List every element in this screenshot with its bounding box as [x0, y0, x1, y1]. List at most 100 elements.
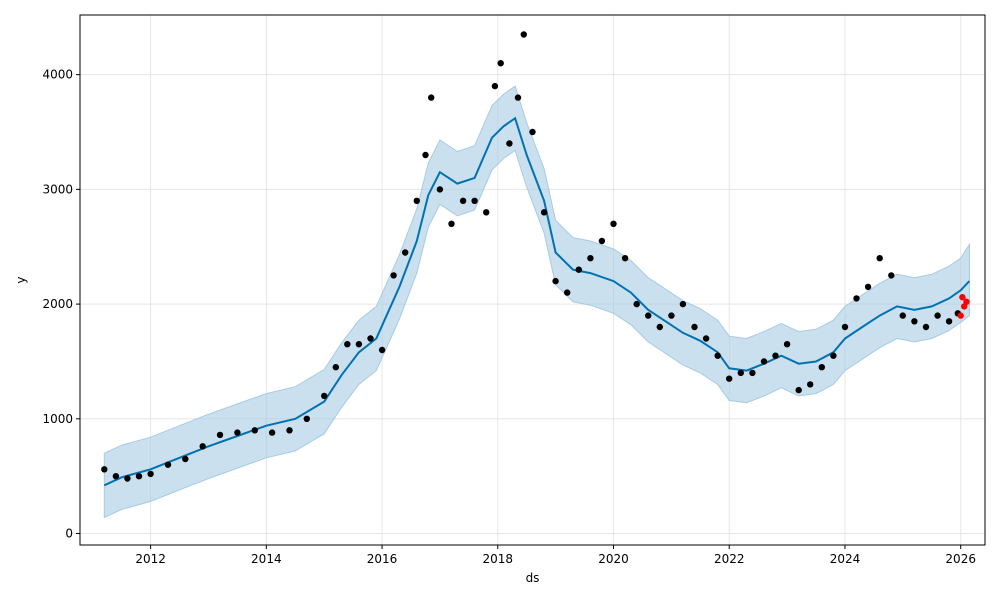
forecast-line-layer	[103, 116, 971, 487]
forecast-line	[103, 116, 971, 487]
y-axis-label: y	[14, 276, 28, 283]
actual-data-point	[807, 381, 814, 388]
actual-data-point	[691, 323, 698, 331]
actual-data-point	[402, 249, 409, 256]
x-tick-label: 2020	[598, 552, 629, 566]
actual-data-point	[633, 300, 640, 308]
actual-data-point	[471, 197, 478, 204]
actual-data-point	[378, 346, 386, 354]
actual-data-point	[436, 186, 444, 193]
actual-data-point	[621, 255, 629, 262]
actual-data-point	[876, 255, 883, 262]
actual-data-point	[772, 352, 779, 359]
actual-data-point	[506, 140, 513, 147]
holdout-data-point	[963, 298, 970, 305]
actual-points-layer	[101, 31, 961, 482]
actual-data-point	[101, 466, 108, 473]
actual-data-point	[268, 429, 276, 436]
y-tick-label: 3000	[42, 182, 73, 196]
actual-data-point	[483, 209, 490, 216]
actual-data-point	[679, 300, 687, 308]
x-tick-label: 2018	[483, 552, 514, 566]
actual-data-point	[367, 335, 374, 342]
actual-data-point	[737, 369, 744, 377]
actual-data-point	[864, 283, 872, 291]
y-tick-label: 2000	[42, 297, 73, 311]
actual-data-point	[234, 429, 241, 436]
actual-data-point	[668, 312, 675, 319]
actual-data-point	[216, 431, 224, 439]
actual-data-point	[853, 295, 860, 302]
holdout-data-point	[957, 312, 964, 319]
actual-data-point	[587, 255, 594, 262]
actual-data-point	[303, 415, 310, 422]
actual-data-point	[830, 352, 837, 359]
actual-data-point	[459, 197, 467, 204]
actual-data-point	[922, 323, 930, 331]
actual-data-point	[540, 209, 548, 216]
y-tick-label: 0	[65, 527, 73, 541]
actual-data-point	[390, 272, 397, 279]
y-axis-ticks: 0 1000 2000 3000 4000	[42, 68, 80, 541]
actual-data-point	[899, 312, 906, 319]
holdout-data-point	[959, 294, 966, 301]
actual-data-point	[112, 473, 120, 480]
actual-data-point	[934, 312, 941, 319]
actual-data-point	[783, 341, 791, 348]
x-tick-label: 2022	[714, 552, 745, 566]
actual-data-point	[286, 427, 293, 434]
actual-data-point	[645, 312, 652, 319]
actual-data-point	[714, 352, 721, 359]
actual-data-point	[841, 323, 849, 331]
actual-data-point	[321, 392, 328, 400]
actual-data-point	[818, 364, 825, 371]
actual-data-point	[552, 277, 559, 285]
actual-data-point	[529, 128, 536, 136]
uncertainty-band	[103, 85, 970, 519]
x-tick-label: 2012	[135, 552, 166, 566]
y-tick-label: 4000	[42, 68, 73, 82]
actual-data-point	[422, 151, 429, 159]
actual-data-point	[795, 386, 802, 394]
actual-data-point	[413, 197, 420, 204]
actual-data-point	[610, 220, 617, 227]
actual-data-point	[344, 341, 351, 348]
plot-frame	[79, 14, 986, 546]
uncertainty-interval-layer	[103, 85, 970, 519]
actual-data-point	[251, 427, 258, 434]
actual-data-point	[656, 323, 663, 331]
actual-data-point	[702, 335, 710, 342]
actual-data-point	[124, 475, 131, 482]
actual-data-point	[164, 461, 172, 468]
x-tick-label: 2024	[830, 552, 861, 566]
x-tick-label: 2014	[251, 552, 282, 566]
actual-data-point	[355, 341, 363, 348]
x-tick-label: 2026	[945, 552, 976, 566]
actual-data-point	[575, 266, 582, 273]
actual-data-point	[199, 443, 206, 450]
actual-data-point	[598, 237, 606, 245]
actual-data-point	[520, 31, 527, 38]
actual-data-point	[888, 272, 895, 279]
actual-data-point	[448, 220, 455, 227]
actual-data-point	[135, 473, 143, 480]
x-tick-label: 2016	[367, 552, 398, 566]
y-tick-label: 1000	[42, 412, 73, 426]
holdout-points-layer	[957, 294, 970, 319]
actual-data-point	[514, 94, 522, 101]
actual-data-point	[428, 94, 435, 101]
actual-data-point	[182, 455, 189, 463]
actual-data-point	[147, 470, 154, 478]
x-axis-label: ds	[526, 571, 540, 585]
actual-data-point	[726, 375, 733, 382]
actual-data-point	[760, 358, 768, 365]
actual-data-point	[332, 364, 339, 371]
actual-data-point	[497, 60, 504, 67]
actual-data-point	[945, 318, 953, 325]
actual-data-point	[491, 82, 499, 90]
x-axis-ticks: 2012 2014 2016 2018 2020 2022 2024 2026	[135, 545, 976, 566]
actual-data-point	[564, 289, 571, 296]
actual-data-point	[911, 318, 918, 325]
